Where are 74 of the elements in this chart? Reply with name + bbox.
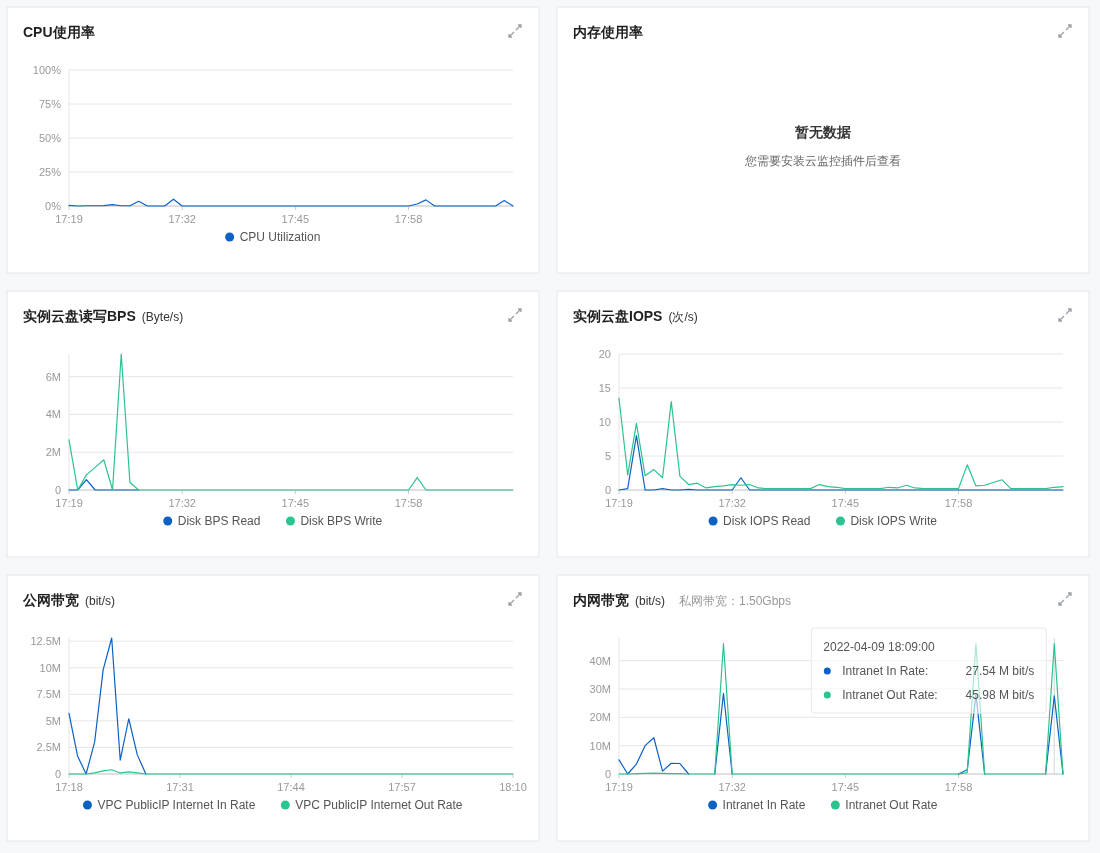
x-tick-label: 17:31 (166, 781, 194, 793)
legend-label: VPC PublicIP Internet Out Rate (295, 798, 463, 812)
x-tick-label: 17:19 (55, 497, 83, 509)
x-tick-label: 17:19 (605, 497, 633, 509)
y-tick-label: 75% (38, 98, 62, 110)
y-tick-label: 0 (54, 484, 61, 496)
x-tick-label: 17:18 (55, 781, 83, 793)
y-tick-label: 12.5M (30, 635, 61, 648)
annotation: 2022-04-09 18:09:00 (823, 640, 936, 654)
y-tick-label: 50% (38, 132, 62, 144)
y-tick-label: 100% (32, 64, 62, 76)
y-tick-label: 25% (38, 166, 62, 178)
legend-label: Disk BPS Write (300, 514, 383, 528)
y-tick-label: 5 (604, 450, 611, 462)
legend-label: Disk BPS Read (177, 514, 261, 528)
x-tick-label: 17:19 (55, 213, 83, 225)
y-tick-label: 2M (45, 446, 61, 459)
line-series (68, 353, 514, 491)
chart-title: 实例云盘读写BPS (23, 308, 136, 324)
legend-label: Intranet Out Rate (845, 798, 938, 812)
y-tick-label: 4M (45, 408, 61, 421)
x-tick-label: 17:45 (281, 497, 310, 509)
text: 暂无数据 (794, 124, 851, 140)
y-tick-label: 6M (45, 370, 61, 383)
annotation: 45.98 M bit/s (965, 688, 1035, 702)
x-tick-label: 17:44 (277, 781, 305, 793)
x-tick-label: 17:32 (168, 213, 196, 225)
y-tick-label: 10 (598, 416, 611, 428)
x-tick-label: 17:45 (281, 213, 310, 225)
y-tick-label: 40M (589, 654, 611, 667)
chart-subtitle: (bit/s) (85, 594, 115, 608)
y-tick-label: 10M (39, 661, 61, 674)
x-tick-label: 17:58 (394, 213, 423, 225)
x-tick-label: 17:19 (605, 781, 633, 793)
legend-label: Disk IOPS Read (723, 514, 811, 528)
x-tick-label: 17:32 (168, 497, 196, 509)
legend-label: Intranet In Rate (722, 798, 806, 812)
y-tick-label: 7.5M (36, 688, 61, 701)
text: 您需要安装云监控插件后查看 (744, 154, 901, 168)
y-tick-label: 0% (45, 200, 62, 212)
x-tick-label: 17:58 (394, 497, 423, 509)
x-tick-label: 17:32 (718, 781, 746, 793)
x-tick-label: 17:45 (831, 497, 860, 509)
chart-subtitle: (次/s) (668, 310, 698, 324)
text: 私网带宽：1.50Gbps (679, 594, 792, 608)
x-tick-label: 17:45 (831, 781, 860, 793)
legend-label: Disk IOPS Write (850, 514, 938, 528)
y-tick-label: 5M (45, 714, 61, 727)
x-tick-label: 17:58 (944, 497, 973, 509)
y-tick-label: 0 (604, 768, 611, 780)
y-tick-label: 2.5M (36, 741, 61, 754)
chart-subtitle: (bit/s) (635, 594, 665, 608)
text: 内存使用率 (573, 24, 643, 40)
chart-title: 实例云盘IOPS (573, 308, 663, 324)
legend-label: VPC PublicIP Internet In Rate (97, 798, 256, 812)
chart-subtitle: (Byte/s) (141, 310, 184, 324)
annotation: Intranet In Rate: (842, 664, 929, 678)
x-tick-label: 17:57 (388, 781, 416, 793)
chart-title: CPU使用率 (23, 24, 95, 40)
chart-title: 公网带宽 (22, 592, 79, 608)
x-tick-label: 17:32 (718, 497, 746, 509)
annotation: Intranet Out Rate: (842, 688, 938, 702)
y-tick-label: 15 (598, 382, 611, 394)
y-tick-label: 10M (589, 739, 611, 752)
chart-title: 内网带宽 (573, 592, 629, 608)
y-tick-label: 20 (598, 348, 611, 360)
x-tick-label: 17:58 (944, 781, 973, 793)
x-tick-label: 18:10 (499, 781, 527, 793)
y-tick-label: 20M (589, 711, 611, 724)
legend-label: CPU Utilization (239, 230, 321, 244)
annotation: 27.54 M bit/s (965, 664, 1035, 678)
y-tick-label: 0 (54, 768, 61, 780)
y-tick-label: 0 (604, 484, 611, 496)
y-tick-label: 30M (589, 683, 611, 695)
